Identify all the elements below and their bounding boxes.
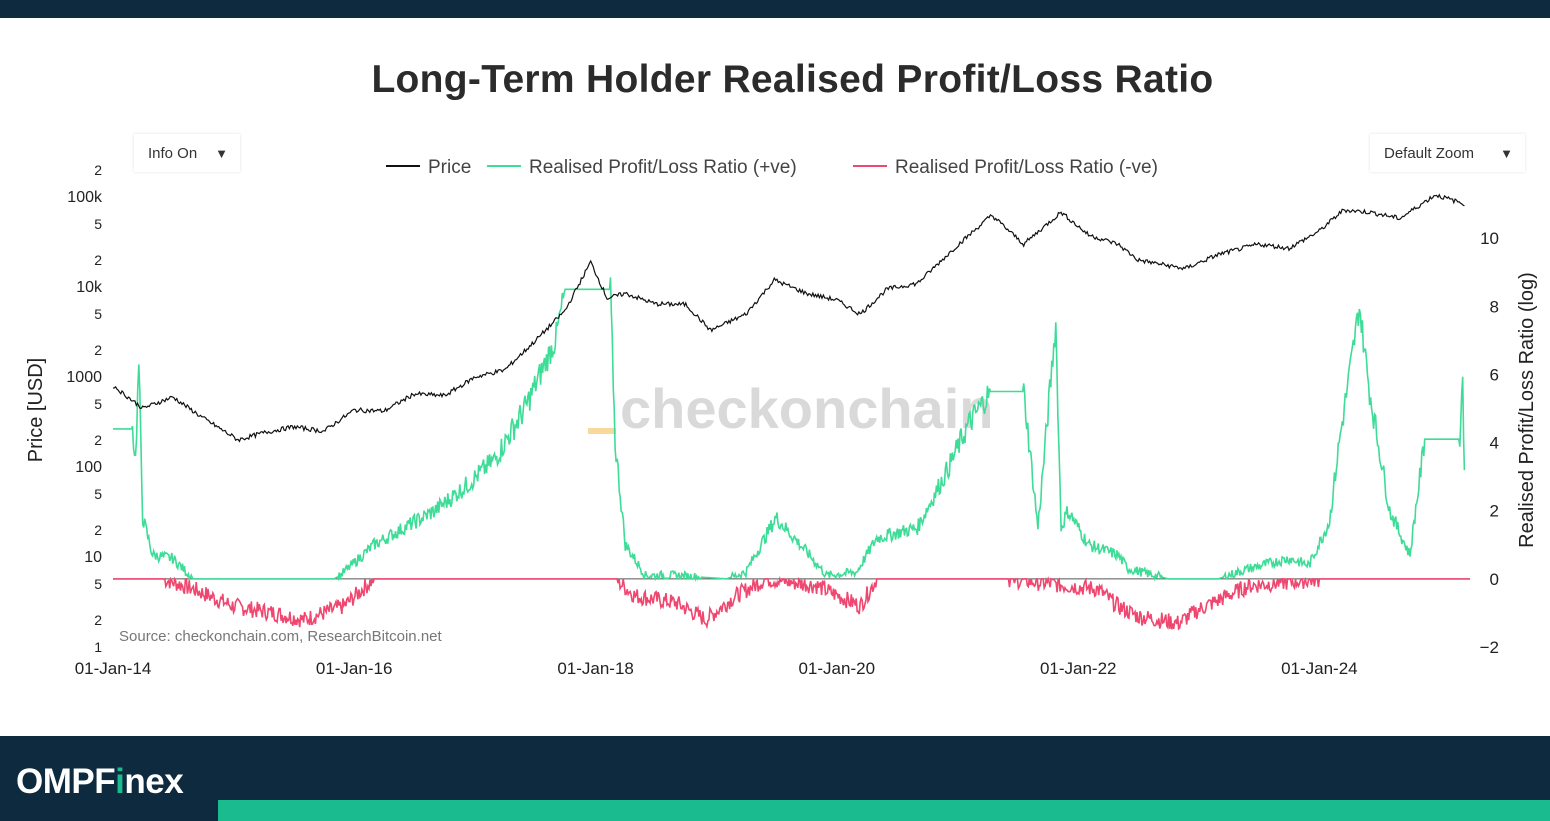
source-note: Source: checkonchain.com, ResearchBitcoi… (119, 628, 443, 645)
y-left-tick-label: 2 (94, 432, 102, 448)
brand-logo: OMPFinex (16, 762, 184, 802)
watermark-dash (588, 428, 616, 434)
y-right-tick-label: −2 (1480, 638, 1499, 657)
chevron-down-icon: ▼ (215, 145, 228, 161)
top-bar (0, 0, 1550, 18)
x-tick-label: 01-Jan-24 (1281, 659, 1358, 678)
x-tick-label: 01-Jan-20 (798, 659, 875, 678)
series-line-price (112, 193, 1465, 443)
info-toggle-label: Info On (148, 144, 198, 162)
x-tick-label: 01-Jan-22 (1040, 659, 1117, 678)
y-axis-right-label: Realised Profit/Loss Ratio (log) (1516, 272, 1538, 548)
brand-part1: OMPF (16, 762, 116, 801)
series-line-negative (113, 575, 1470, 631)
y-right-tick-label: 2 (1490, 502, 1499, 521)
y-left-tick-label: 1000 (66, 369, 102, 386)
y-right-tick-label: 0 (1490, 570, 1499, 589)
y-left-tick-label: 2 (94, 612, 102, 628)
y-left-tick-label: 2 (94, 162, 102, 178)
y-left-tick-label: 1 (94, 639, 102, 655)
x-tick-label: 01-Jan-14 (75, 659, 152, 678)
y-left-tick-label: 100k (67, 189, 103, 206)
y-left-tick-label: 5 (94, 216, 102, 232)
y-right-tick-label: 10 (1480, 229, 1499, 248)
series-line-positive (113, 277, 1466, 583)
chart-canvas: checkonchain 12510251002510002510k25100k… (25, 157, 1538, 678)
legend-label-negative: Realised Profit/Loss Ratio (-ve) (895, 157, 1158, 178)
chevron-down-icon: ▼ (1500, 145, 1513, 161)
y-left-tick-label: 5 (94, 576, 102, 592)
y-left-tick-label: 2 (94, 342, 102, 358)
legend-label-price: Price (428, 157, 471, 178)
zoom-label: Default Zoom (1384, 144, 1475, 162)
chart-title: Long-Term Holder Realised Profit/Loss Ra… (371, 58, 1214, 101)
brand-accent-letter: i (115, 762, 125, 801)
zoom-dropdown[interactable]: Default Zoom ▼ (1370, 134, 1525, 172)
watermark-text: checkonchain (620, 377, 993, 440)
y-left-tick-label: 5 (94, 396, 102, 412)
watermark: checkonchain (588, 377, 993, 440)
y-left-tick-label: 5 (94, 486, 102, 502)
x-tick-label: 01-Jan-18 (557, 659, 634, 678)
y-right-tick-label: 4 (1490, 434, 1499, 453)
y-left-tick-label: 100 (75, 459, 102, 476)
info-toggle-dropdown[interactable]: Info On ▼ (134, 134, 240, 172)
footer-accent-stripe (218, 800, 1550, 821)
y-axis-left-label: Price [USD] (25, 358, 47, 462)
y-right-tick-label: 6 (1490, 365, 1499, 384)
y-left-tick-label: 2 (94, 252, 102, 268)
brand-part2: nex (124, 762, 184, 801)
y-left-tick-label: 2 (94, 522, 102, 538)
legend-label-positive: Realised Profit/Loss Ratio (+ve) (529, 157, 797, 178)
y-left-tick-label: 10 (84, 549, 102, 566)
y-left-tick-label: 5 (94, 306, 102, 322)
y-left-tick-label: 10k (76, 279, 103, 296)
y-right-tick-label: 8 (1490, 297, 1499, 316)
legend: Price Realised Profit/Loss Ratio (+ve) R… (386, 157, 1158, 178)
x-tick-label: 01-Jan-16 (316, 659, 393, 678)
